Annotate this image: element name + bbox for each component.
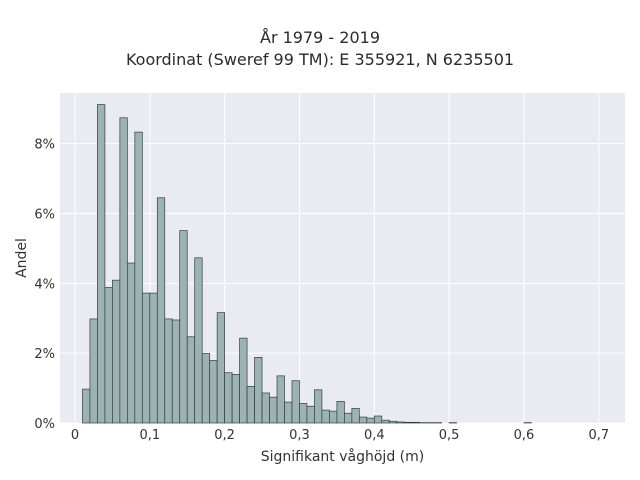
histogram-bar [344,412,353,424]
y-tick-labels: 0% 2% 4% 6% 8% [34,138,55,432]
histogram-bar [314,389,323,424]
histogram-bar [216,312,225,424]
grid-lines [60,93,625,424]
histogram-bar [104,287,113,424]
histogram-bar [388,420,398,424]
y-tick-label: 4% [34,277,55,292]
histogram-bar [231,374,240,424]
histogram-bar [269,396,278,424]
histogram-bar [246,385,255,424]
y-tick-label: 2% [34,347,55,362]
x-tick-label: 0 [71,428,79,443]
histogram-bar [239,337,248,424]
histogram-bar [291,380,300,424]
histogram-bar [156,197,166,424]
x-tick-label: 0,1 [139,428,160,443]
histogram-bar [306,405,315,424]
histogram-bar [127,262,136,424]
histogram-bar [403,421,413,424]
histogram-bar [336,400,345,424]
histogram-bar [97,104,106,424]
histogram-bar [351,407,360,424]
histogram-bar [171,319,181,424]
x-tick-label: 0,5 [439,428,460,443]
histogram-bar [254,356,263,424]
histogram-bar [186,336,196,424]
histogram-bar [276,375,285,424]
histogram-bar [89,318,98,424]
histogram-bar [209,360,218,424]
x-axis-label: Signifikant våghöjd (m) [261,448,424,465]
x-tick-labels: 0 0,1 0,2 0,3 0,4 0,5 0,6 0,7 [71,428,609,443]
bars [82,104,532,424]
x-tick-label: 0,4 [364,428,385,443]
y-tick-label: 6% [34,207,55,222]
x-tick-label: 0,3 [289,428,310,443]
histogram-bar [201,353,211,424]
histogram-bar [411,421,420,424]
chart-title-line-1: År 1979 - 2019 [260,28,380,47]
histogram-bar [119,117,128,424]
histogram-bar [82,388,91,424]
histogram-bar [396,421,405,424]
histogram-bar [284,401,293,424]
histogram-bar [381,419,390,424]
histogram-bar [358,416,368,424]
histogram-bar [373,415,383,424]
y-axis-label: Andel [14,238,30,278]
histogram-bar [149,292,158,424]
histogram-bar [224,372,233,424]
histogram-bar [164,318,173,424]
histogram-bar [141,292,151,424]
x-tick-label: 0,7 [588,428,609,443]
histogram-bar [194,257,203,424]
histogram-bar [366,417,375,424]
histogram-bar [134,131,143,424]
histogram-bar [299,403,308,424]
y-tick-label: 8% [34,138,55,153]
histogram-bar [321,409,330,424]
histogram-bar [261,392,270,424]
x-tick-label: 0,6 [514,428,535,443]
histogram-bar [179,230,188,424]
histogram-bar [112,279,121,424]
y-tick-label: 0% [34,417,55,432]
x-tick-label: 0,2 [214,428,235,443]
histogram-bar [329,410,338,424]
chart-title-line-2: Koordinat (Sweref 99 TM): E 355921, N 62… [125,50,515,69]
